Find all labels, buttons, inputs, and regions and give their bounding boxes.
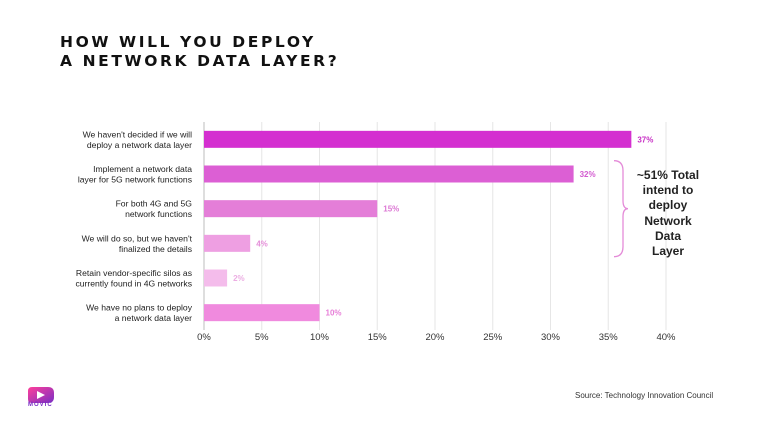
x-tick-label: 5% [255, 332, 269, 343]
callout-line: deploy [648, 198, 688, 213]
category-label: network functions [125, 209, 192, 219]
category-label: We will do so, but we haven't [82, 233, 193, 243]
category-label: currently found in 4G networks [75, 279, 192, 289]
category-label: deploy a network data layer [87, 140, 192, 150]
category-label: finalized the details [119, 244, 192, 254]
data-label: 4% [256, 239, 268, 248]
data-label: 2% [233, 274, 245, 283]
chart-title: HOW WILL YOU DEPLOY A NETWORK DATA LAYER… [60, 33, 339, 71]
x-tick-label: 15% [368, 332, 388, 343]
callout-line: intend to [642, 183, 694, 198]
category-label: Retain vendor-specific silos as [76, 268, 192, 278]
logo-text: MOVIC [28, 402, 53, 408]
x-tick-label: 20% [425, 332, 445, 343]
title-line-2: A NETWORK DATA LAYER? [60, 52, 340, 70]
data-label: 15% [383, 205, 399, 214]
data-label: 37% [637, 135, 653, 144]
category-label: a network data layer [115, 313, 193, 323]
bar [204, 200, 378, 218]
x-tick-label: 30% [541, 332, 561, 343]
x-tick-label: 35% [599, 332, 619, 343]
movic-logo-icon [28, 387, 54, 403]
category-label: We haven't decided if we will [83, 129, 193, 139]
data-label: 10% [326, 309, 342, 318]
bar [204, 130, 632, 148]
category-label: Implement a network data [93, 164, 192, 174]
source-note: Source: Technology Innovation Council [575, 391, 714, 400]
category-label: We have no plans to deploy [86, 303, 193, 313]
callout-total: ~51% Total intend to deploy Network Data… [632, 168, 704, 259]
grouping-bracket [613, 160, 629, 258]
title-line-1: HOW WILL YOU DEPLOY [60, 33, 316, 51]
callout-line: Network Data [644, 213, 692, 243]
x-tick-label: 10% [310, 332, 330, 343]
x-tick-label: 25% [483, 332, 503, 343]
callout-line: Layer [651, 244, 685, 259]
x-tick-label: 40% [656, 332, 676, 343]
category-label: For both 4G and 5G [116, 199, 193, 209]
x-tick-label: 0% [197, 332, 211, 343]
category-label: layer for 5G network functions [78, 175, 192, 185]
bar [204, 234, 251, 252]
bar [204, 269, 228, 287]
bar [204, 165, 574, 183]
bar [204, 304, 320, 322]
data-label: 32% [580, 170, 596, 179]
callout-line: ~51% Total [636, 168, 700, 182]
